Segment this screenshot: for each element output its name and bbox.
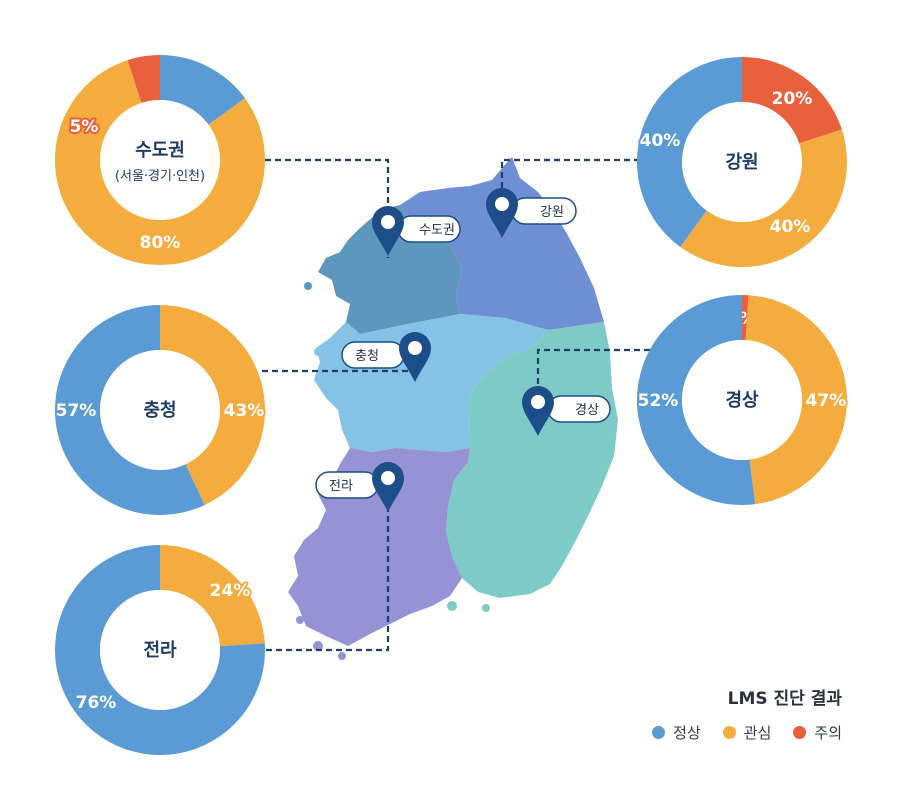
map-pin-5: 전라: [315, 462, 404, 512]
legend-item: 정상: [652, 722, 701, 743]
map-pin-3: 충청: [341, 332, 431, 382]
donut-slice-주의: [742, 57, 842, 144]
donut-3: 43% 57% 충청: [54, 305, 266, 515]
map-pin-icon: [522, 386, 554, 436]
donut-charts: 15%80%5%수도권(서울·경기·인천)20%40%40%강원43%57%충청…: [54, 55, 848, 755]
legend-label: 주의: [814, 724, 842, 742]
slice-label: 5%: [70, 117, 99, 137]
donut-2: 20% 40% 40% 강원: [637, 57, 848, 268]
island: [313, 641, 323, 651]
donut-title: 수도권: [135, 140, 185, 161]
legend-item: 관심: [722, 722, 772, 743]
map-pin-dot: [531, 395, 545, 409]
donut-4: 1%47%52% 경상: [636, 295, 848, 505]
donut-slice-관심: [160, 305, 265, 506]
map-pin-4: 경상: [522, 386, 611, 436]
map-pin-1: 수도권: [372, 206, 461, 256]
island: [296, 616, 304, 624]
legend-items: 정상 관심 주의: [652, 722, 842, 743]
donut-slice-관심: [160, 545, 265, 647]
donut-1: 15%80%5%수도권(서울·경기·인천): [55, 55, 265, 266]
island: [482, 604, 490, 612]
donut-title: 경상: [725, 390, 759, 411]
donut-slice-정상: [637, 57, 742, 247]
donut-title: 충청: [143, 400, 176, 421]
pin-label: 전라: [329, 479, 353, 494]
leader-line-sudogwon: [265, 158, 390, 258]
slice-label: 20%: [772, 89, 813, 109]
slice-label: 47%: [806, 391, 847, 411]
donut-hole: [682, 102, 802, 222]
legend-label: 정상: [673, 724, 701, 742]
slice-label: 24%: [210, 581, 251, 601]
donut-hole: [682, 340, 802, 460]
slice-label: 40%: [770, 217, 811, 237]
island: [447, 601, 457, 611]
donut-subtitle: (서울·경기·인천): [115, 169, 205, 184]
donut-slice-주의: [742, 295, 749, 341]
pin-label: 충청: [355, 349, 379, 364]
donut-5: 24% 76% 전라: [55, 545, 265, 755]
legend-dot-icon: [722, 726, 736, 739]
donut-slice-정상: [637, 295, 756, 505]
leader-line-jeolla: [266, 505, 390, 652]
island: [304, 282, 312, 290]
slice-label: 43%: [224, 401, 265, 421]
slice-label: 40%: [640, 131, 681, 151]
legend-title: LMS 진단 결과: [727, 689, 842, 709]
map-pin-icon: [372, 462, 404, 512]
donut-hole: [100, 350, 220, 470]
slice-label: 76%: [76, 693, 117, 713]
map-pin-icon: [399, 332, 431, 382]
donut-hole: [100, 590, 220, 710]
map-pin-icon: [372, 206, 404, 256]
donut-hole: [100, 100, 220, 220]
slice-label: 57%: [56, 401, 97, 421]
legend-dot-icon: [793, 726, 807, 739]
pin-label: 경상: [575, 403, 599, 418]
donut-title: 전라: [143, 640, 177, 661]
map-pin-dot: [381, 215, 395, 229]
donut-slice-정상: [160, 55, 245, 125]
island: [314, 348, 322, 356]
slice-label: 80%: [140, 233, 181, 253]
legend-label: 관심: [743, 724, 772, 742]
donut-slice-주의: [127, 55, 160, 103]
donut-slice-관심: [745, 295, 848, 505]
map-pin-dot: [495, 197, 509, 211]
map-pin-2: 강원: [486, 188, 577, 238]
pin-label: 수도권: [419, 223, 455, 238]
donut-slice-관심: [55, 60, 265, 266]
map-pin-icon: [486, 188, 518, 238]
pin-label: 강원: [540, 205, 564, 220]
donut-slice-관심: [680, 129, 848, 268]
map-pin-dot: [408, 341, 422, 355]
legend-item: 주의: [793, 722, 842, 743]
slice-label: 52%: [638, 391, 679, 411]
donut-slice-정상: [54, 305, 205, 515]
region-gyeongsang: [446, 322, 618, 598]
legend-dot-icon: [652, 726, 666, 739]
donut-title: 강원: [725, 152, 758, 173]
map-pin-dot: [381, 471, 395, 485]
donut-slice-정상: [55, 545, 265, 755]
island: [338, 652, 346, 660]
region-gangwon: [400, 157, 604, 330]
